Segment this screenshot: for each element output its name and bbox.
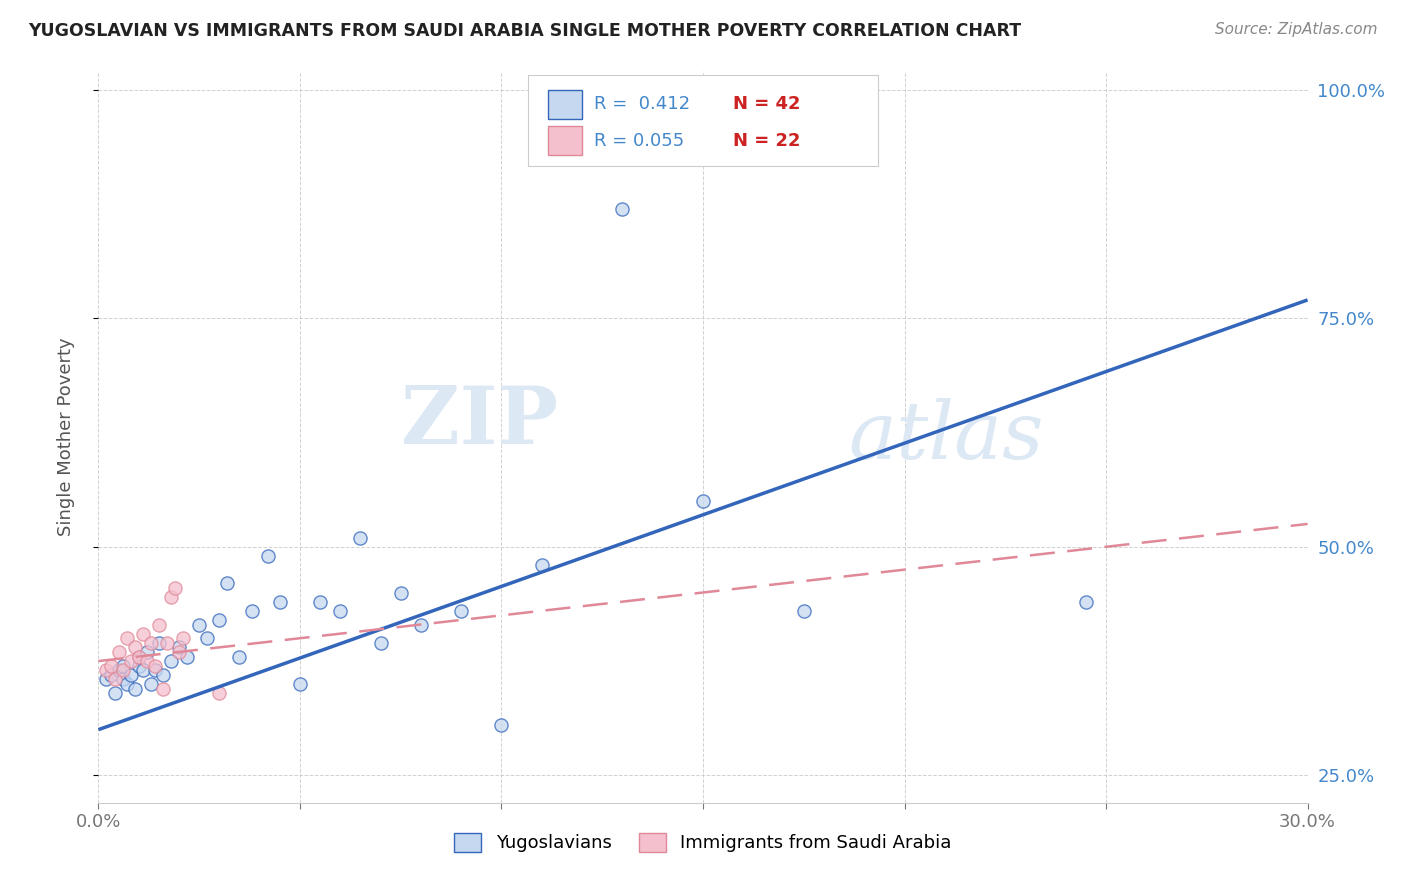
Point [228, 649, 250, 664]
Y-axis label: Single Mother Poverty: Single Mother Poverty [56, 338, 75, 536]
Bar [548, 89, 582, 119]
Point [103, 673, 125, 687]
Text: N = 42: N = 42 [734, 95, 801, 113]
Point [612, 202, 634, 216]
Point [195, 632, 218, 646]
Point [309, 595, 332, 609]
Point [107, 645, 129, 659]
Point [256, 549, 278, 563]
Point [124, 681, 146, 696]
Point [167, 645, 190, 659]
Point [329, 604, 352, 618]
Point [139, 636, 162, 650]
Point [115, 677, 138, 691]
Point [148, 636, 170, 650]
Legend: Yugoslavians, Immigrants from Saudi Arabia: Yugoslavians, Immigrants from Saudi Arab… [447, 826, 959, 860]
Point [132, 663, 155, 677]
Point [107, 663, 129, 677]
Point [217, 576, 239, 591]
Point [96, 663, 118, 677]
Point [208, 686, 231, 700]
Point [139, 677, 162, 691]
Point [188, 617, 211, 632]
Point [128, 649, 150, 664]
Point [128, 658, 150, 673]
Point [176, 649, 198, 664]
Point [135, 654, 157, 668]
Point [148, 617, 170, 632]
Point [491, 718, 513, 732]
Point [132, 626, 155, 640]
Point [152, 667, 174, 682]
Point [160, 654, 183, 668]
Text: N = 22: N = 22 [734, 132, 801, 150]
Point [120, 654, 142, 668]
Point [111, 673, 134, 687]
Text: ZIP: ZIP [401, 384, 558, 461]
Point [240, 604, 263, 618]
Point [100, 658, 122, 673]
Text: R =  0.412: R = 0.412 [595, 95, 690, 113]
Point [111, 658, 134, 673]
Point [793, 604, 815, 618]
Point [115, 632, 138, 646]
Point [100, 667, 122, 682]
Point [96, 673, 118, 687]
Point [103, 686, 125, 700]
Point [143, 663, 166, 677]
Point [152, 681, 174, 696]
Point [450, 604, 472, 618]
Point [167, 640, 190, 655]
Point [692, 494, 714, 508]
Point [530, 558, 553, 573]
Point [124, 640, 146, 655]
Text: YUGOSLAVIAN VS IMMIGRANTS FROM SAUDI ARABIA SINGLE MOTHER POVERTY CORRELATION CH: YUGOSLAVIAN VS IMMIGRANTS FROM SAUDI ARA… [28, 22, 1021, 40]
FancyBboxPatch shape [527, 75, 879, 167]
Point [120, 667, 142, 682]
Point [1074, 595, 1097, 609]
Point [160, 590, 183, 604]
Point [128, 649, 150, 664]
Point [208, 613, 231, 627]
Point [349, 531, 371, 545]
Point [156, 636, 179, 650]
Point [172, 632, 194, 646]
Point [370, 636, 392, 650]
Point [288, 677, 311, 691]
Point [269, 595, 291, 609]
Text: atlas: atlas [848, 399, 1043, 475]
Text: Source: ZipAtlas.com: Source: ZipAtlas.com [1215, 22, 1378, 37]
Point [409, 617, 432, 632]
Text: R = 0.055: R = 0.055 [595, 132, 685, 150]
Point [143, 658, 166, 673]
Point [135, 645, 157, 659]
Bar [548, 126, 582, 155]
Point [389, 585, 412, 599]
Point [163, 581, 186, 595]
Point [111, 663, 134, 677]
